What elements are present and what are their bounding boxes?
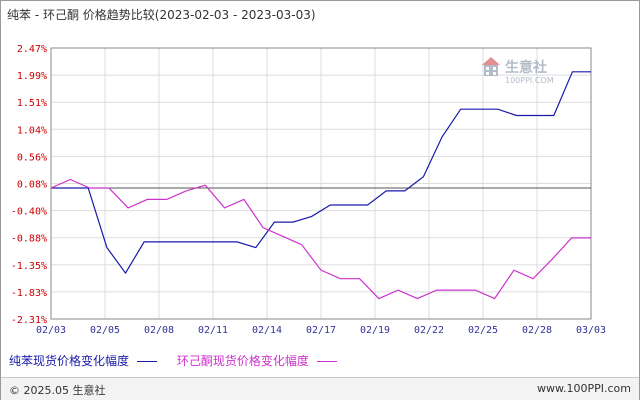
watermark-logo: 生意社 100PPI.COM xyxy=(481,56,554,85)
legend-label-benzene: 纯苯现货价格变化幅度 xyxy=(9,354,130,368)
x-tick-label: 02/11 xyxy=(198,325,228,336)
chart-title: 纯苯 - 环己酮 价格趋势比较(2023-02-03 - 2023-03-03) xyxy=(7,8,316,22)
y-tick-label: 1.51% xyxy=(17,98,47,109)
x-tick-label: 03/03 xyxy=(576,325,606,336)
x-tick-label: 02/14 xyxy=(252,325,282,336)
y-tick-label: -1.35% xyxy=(11,261,47,272)
y-tick-label: -2.31% xyxy=(11,315,47,326)
legend-item-cyclohexanone: 环己酮现货价格变化幅度 xyxy=(177,352,337,369)
y-tick-label: 1.04% xyxy=(17,125,47,136)
legend-swatch-cyclohexanone xyxy=(316,361,337,362)
legend: 纯苯现货价格变化幅度 环己酮现货价格变化幅度 xyxy=(9,352,353,369)
plot-area-border xyxy=(50,47,592,320)
grid-layer xyxy=(51,48,591,319)
y-tick-label: 1.99% xyxy=(17,71,47,82)
x-tick-label: 02/05 xyxy=(90,325,120,336)
x-tick-label: 02/28 xyxy=(522,325,552,336)
y-tick-label: -0.88% xyxy=(11,234,47,245)
series-line-benzene xyxy=(51,71,591,275)
series-line-cyclohexanone xyxy=(50,178,591,300)
series-layer xyxy=(50,71,591,300)
x-tick-label: 02/08 xyxy=(144,325,174,336)
x-tick-label: 02/22 xyxy=(414,325,444,336)
label-layer: 2.47% 1.99% 1.51% 1.04% 0.56% 0.08% -0.40% -0.8… xyxy=(11,44,606,336)
footer-copyright: © 2025.05 生意社 xyxy=(9,384,106,397)
legend-label-cyclohexanone: 环己酮现货价格变化幅度 xyxy=(176,354,309,368)
watermark-text: 生意社 xyxy=(505,60,547,76)
legend-item-benzene: 纯苯现货价格变化幅度 xyxy=(9,352,158,369)
footer: © 2025.05 生意社 www.100PPI.com xyxy=(1,377,639,400)
x-tick-label: 02/17 xyxy=(306,325,336,336)
axis-layer xyxy=(50,47,592,320)
x-tick-label: 02/03 xyxy=(36,325,66,336)
chart-svg: 2.47% 1.99% 1.51% 1.04% 0.56% 0.08% -0.40% -0.8… xyxy=(11,44,606,336)
watermark-url: 100PPI.COM xyxy=(505,76,554,85)
y-tick-label: 2.47% xyxy=(17,44,47,55)
x-tick-label: 02/25 xyxy=(468,325,498,336)
y-tick-label: -0.40% xyxy=(11,207,47,218)
x-tick-label: 02/19 xyxy=(360,325,390,336)
y-tick-label: -1.83% xyxy=(11,288,47,299)
footer-site-link[interactable]: www.100PPI.com xyxy=(537,382,631,395)
y-tick-label: 0.56% xyxy=(17,152,47,163)
legend-swatch-benzene xyxy=(137,361,158,362)
house-icon xyxy=(482,57,500,76)
y-tick-label: 0.08% xyxy=(17,180,47,191)
